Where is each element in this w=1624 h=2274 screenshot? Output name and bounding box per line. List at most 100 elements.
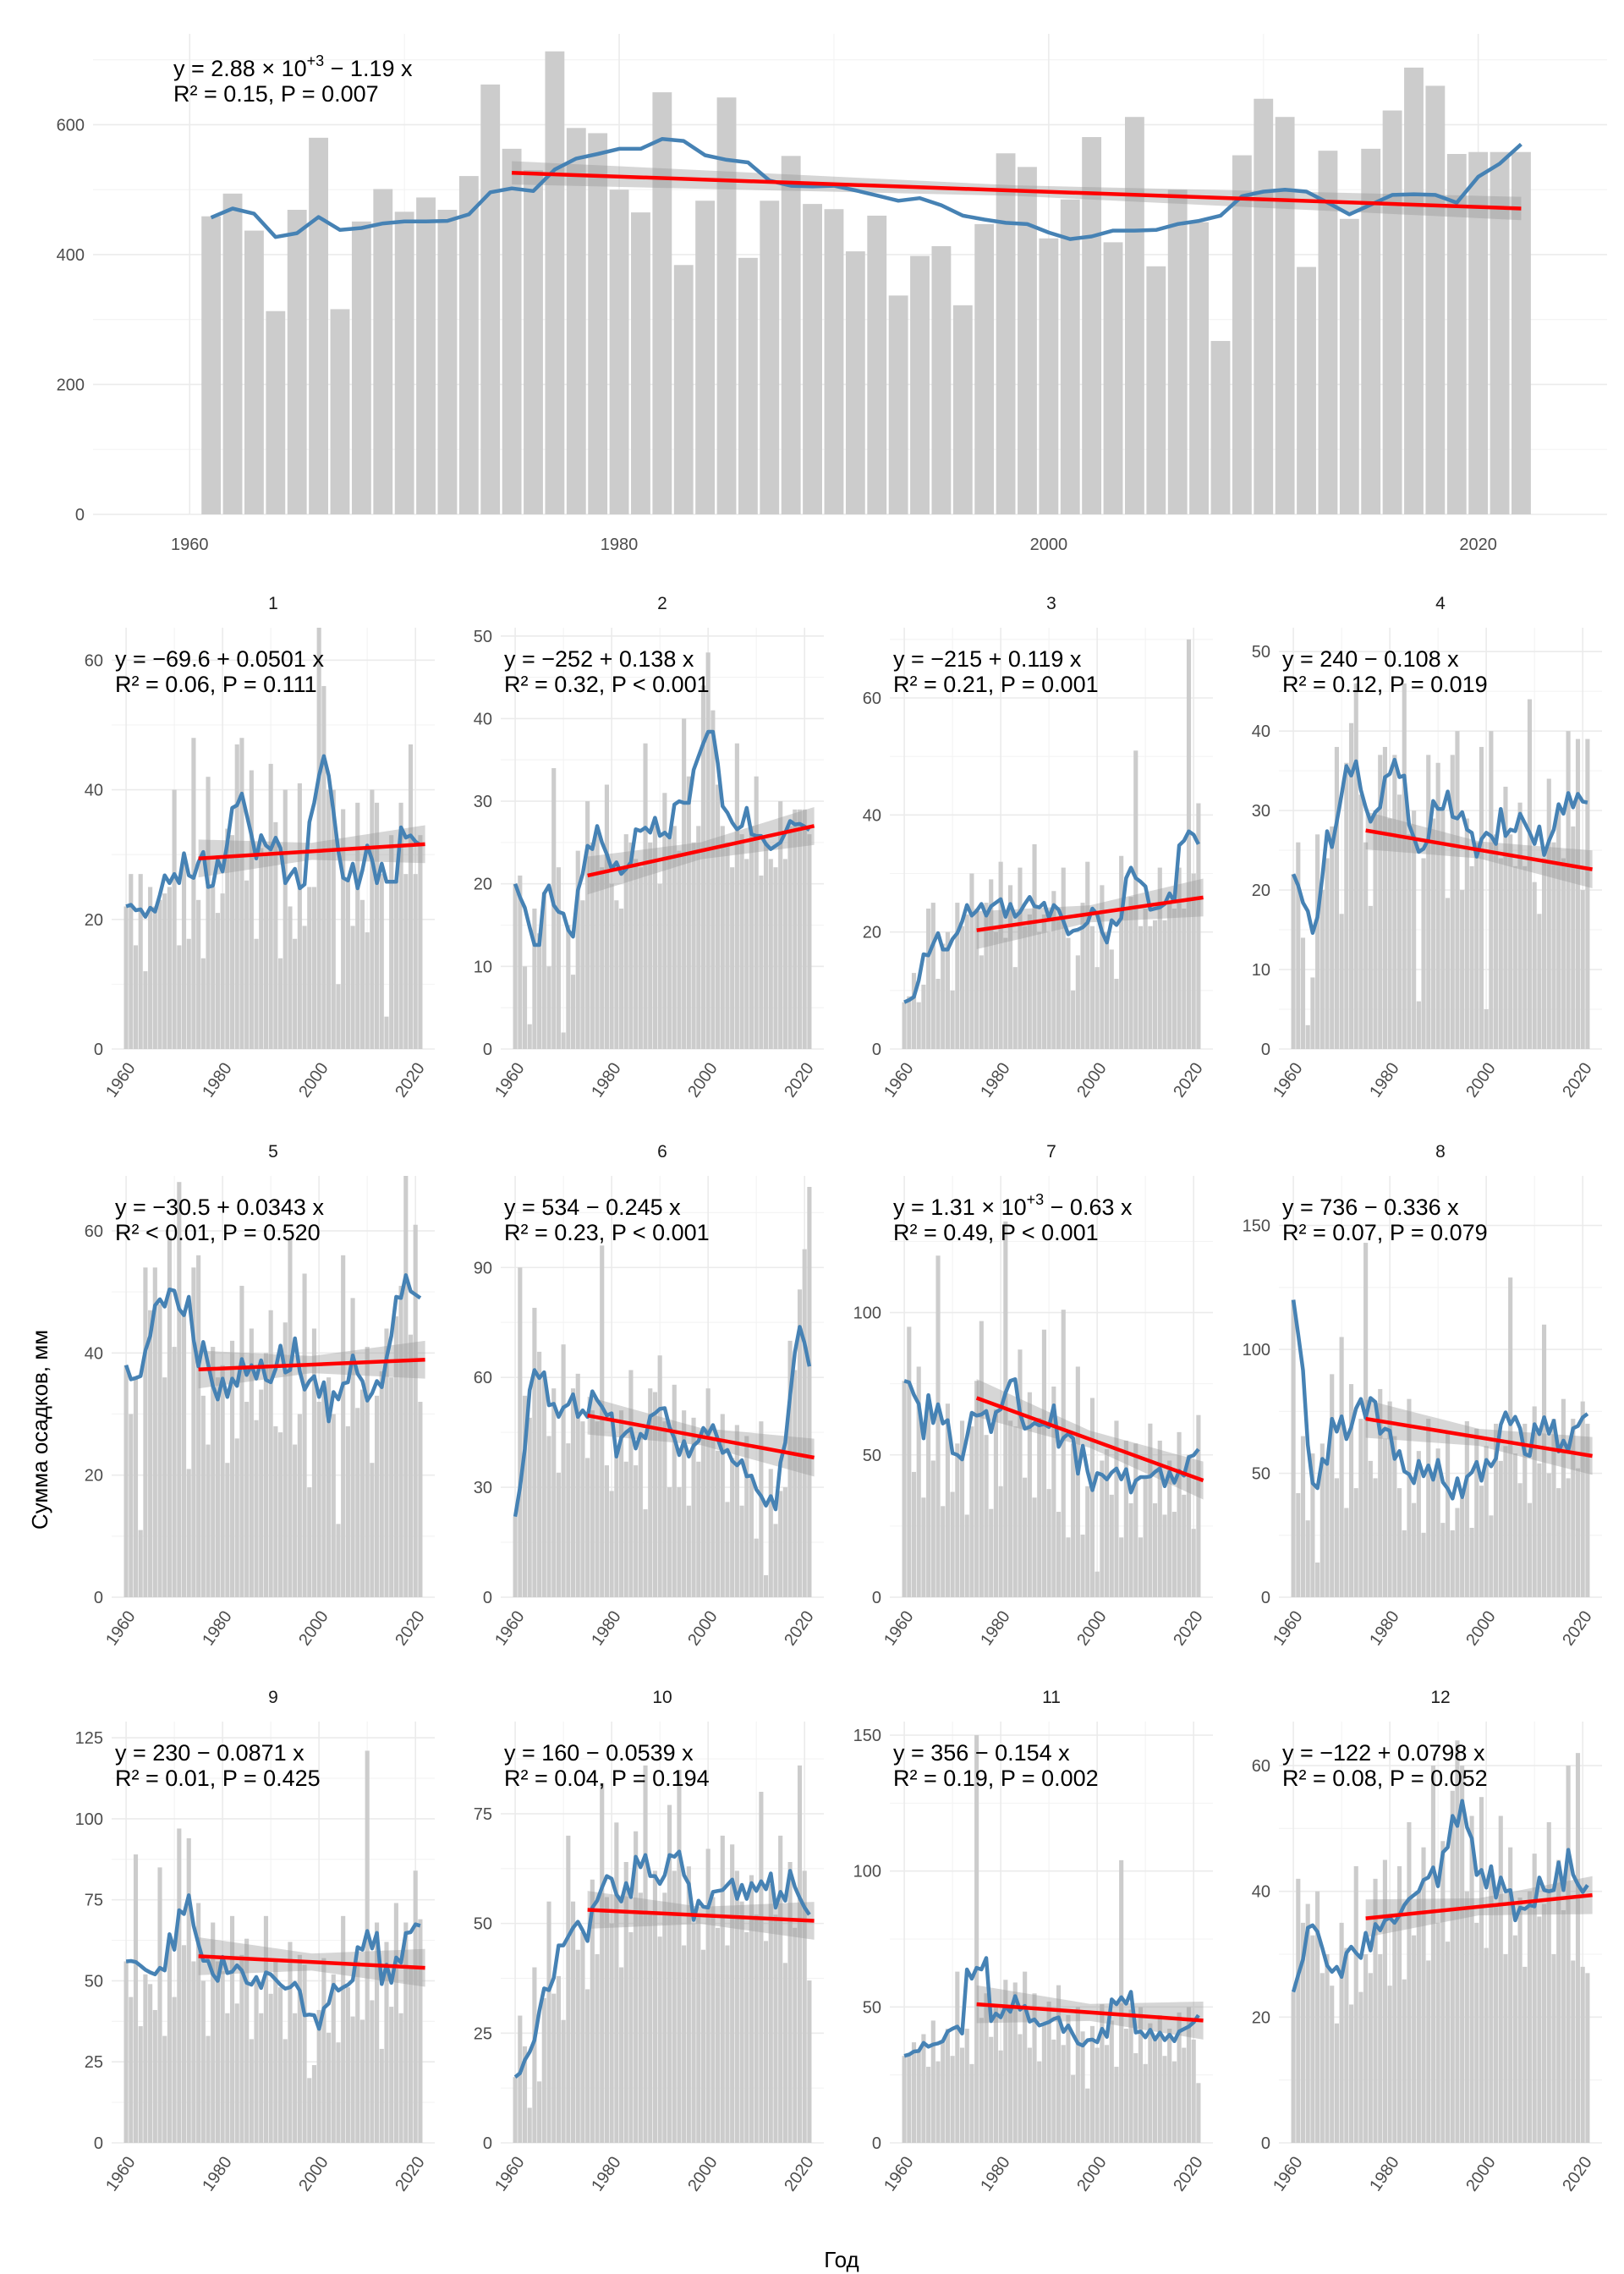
bar bbox=[1468, 151, 1489, 514]
equation-line-2: R² < 0.01, P = 0.520 bbox=[115, 1220, 321, 1245]
bar bbox=[1109, 949, 1114, 1049]
bar bbox=[1479, 1797, 1484, 2143]
bar bbox=[628, 1370, 634, 1597]
bar bbox=[730, 1844, 735, 2143]
bar bbox=[1430, 1766, 1436, 2143]
bar bbox=[1027, 914, 1032, 1049]
bar bbox=[370, 2000, 375, 2143]
bar bbox=[359, 899, 365, 1049]
bar bbox=[288, 1237, 293, 1597]
bar bbox=[959, 926, 965, 1049]
bar bbox=[1402, 683, 1407, 1049]
bar bbox=[1177, 867, 1182, 1049]
y-tick-label: 50 bbox=[1252, 1465, 1270, 1484]
bar bbox=[370, 1463, 375, 1597]
bar bbox=[181, 1945, 187, 2143]
bar bbox=[302, 1273, 307, 1597]
bar bbox=[1348, 1384, 1354, 1597]
bar bbox=[749, 1476, 754, 1597]
bar bbox=[1517, 1483, 1522, 1597]
bar bbox=[888, 295, 908, 514]
bar bbox=[359, 1389, 365, 1597]
bar bbox=[1133, 750, 1138, 1049]
bar bbox=[930, 1460, 935, 1597]
y-tick-label: 40 bbox=[1252, 722, 1270, 741]
bar bbox=[249, 2039, 254, 2143]
bar bbox=[945, 1403, 950, 1597]
bar bbox=[1546, 1473, 1551, 1597]
smooth-line bbox=[125, 1893, 421, 2031]
equation-line-1: y = 736 − 0.336 x bbox=[1282, 1195, 1459, 1220]
bar bbox=[623, 1461, 628, 1597]
bar bbox=[345, 1425, 350, 1597]
bar bbox=[225, 1463, 230, 1597]
bar bbox=[979, 2018, 984, 2143]
bar bbox=[1325, 1460, 1330, 1597]
bar bbox=[1551, 1954, 1556, 2143]
equation-line-1: y = 160 − 0.0539 x bbox=[504, 1740, 694, 1766]
bar bbox=[524, 170, 543, 514]
y-tick-label: 100 bbox=[1243, 1341, 1270, 1359]
bar bbox=[532, 1307, 537, 1597]
bar bbox=[225, 2013, 230, 2143]
bar bbox=[1296, 1878, 1301, 2143]
bar bbox=[1404, 67, 1424, 514]
y-tick-label: 0 bbox=[75, 506, 85, 525]
x-tick-label: 2020 bbox=[781, 2153, 818, 2194]
bar bbox=[244, 230, 264, 514]
bar bbox=[1027, 2047, 1032, 2143]
bar bbox=[181, 1310, 187, 1597]
bar bbox=[143, 971, 148, 1049]
bar bbox=[336, 2042, 341, 2143]
bar bbox=[177, 1182, 182, 1597]
bar bbox=[1498, 1815, 1503, 2143]
y-tick-label: 150 bbox=[1243, 1217, 1270, 1236]
bar bbox=[522, 2046, 528, 2143]
bar bbox=[556, 1472, 561, 1597]
bar bbox=[259, 2013, 264, 2143]
bar bbox=[657, 1355, 662, 1597]
bar bbox=[551, 1388, 557, 1597]
bar bbox=[1450, 755, 1455, 1049]
smooth-line bbox=[513, 1325, 812, 1518]
bar bbox=[634, 1465, 639, 1597]
bar bbox=[1066, 1537, 1071, 1597]
bar bbox=[969, 873, 974, 1049]
bar bbox=[1012, 1982, 1018, 2143]
bar bbox=[326, 2032, 332, 2143]
bar bbox=[1061, 2045, 1066, 2143]
bar bbox=[254, 1977, 259, 2143]
equation-line-1: y = 240 − 0.108 x bbox=[1282, 646, 1459, 672]
panel-title: 1 bbox=[268, 594, 278, 613]
bar bbox=[1373, 1478, 1378, 1597]
bar bbox=[1344, 762, 1349, 1049]
bar bbox=[989, 2036, 994, 2143]
bar bbox=[1133, 2052, 1138, 2143]
bar bbox=[138, 874, 143, 1049]
bar bbox=[807, 1980, 812, 2143]
bar bbox=[648, 1914, 653, 2143]
bar bbox=[609, 1923, 614, 2143]
bar bbox=[696, 1461, 701, 1597]
bar bbox=[824, 209, 844, 515]
bar bbox=[730, 1458, 735, 1597]
bar bbox=[502, 148, 522, 514]
bar bbox=[959, 1420, 965, 1597]
bar bbox=[1105, 2045, 1110, 2143]
bar bbox=[1162, 2056, 1167, 2143]
bar bbox=[220, 1365, 225, 1597]
equation-line-1: y = 356 − 0.154 x bbox=[893, 1740, 1070, 1766]
bar bbox=[935, 1255, 941, 1597]
bar bbox=[1484, 1009, 1489, 1049]
bar bbox=[1479, 746, 1484, 1049]
bar bbox=[138, 2026, 143, 2143]
x-tick-label: 2000 bbox=[295, 2153, 332, 2194]
bar bbox=[551, 1993, 557, 2143]
bar bbox=[288, 906, 293, 1049]
bar bbox=[522, 966, 528, 1049]
bar bbox=[1071, 990, 1076, 1049]
bar bbox=[974, 223, 995, 514]
bar bbox=[964, 2029, 969, 2143]
bar bbox=[167, 1942, 172, 2143]
